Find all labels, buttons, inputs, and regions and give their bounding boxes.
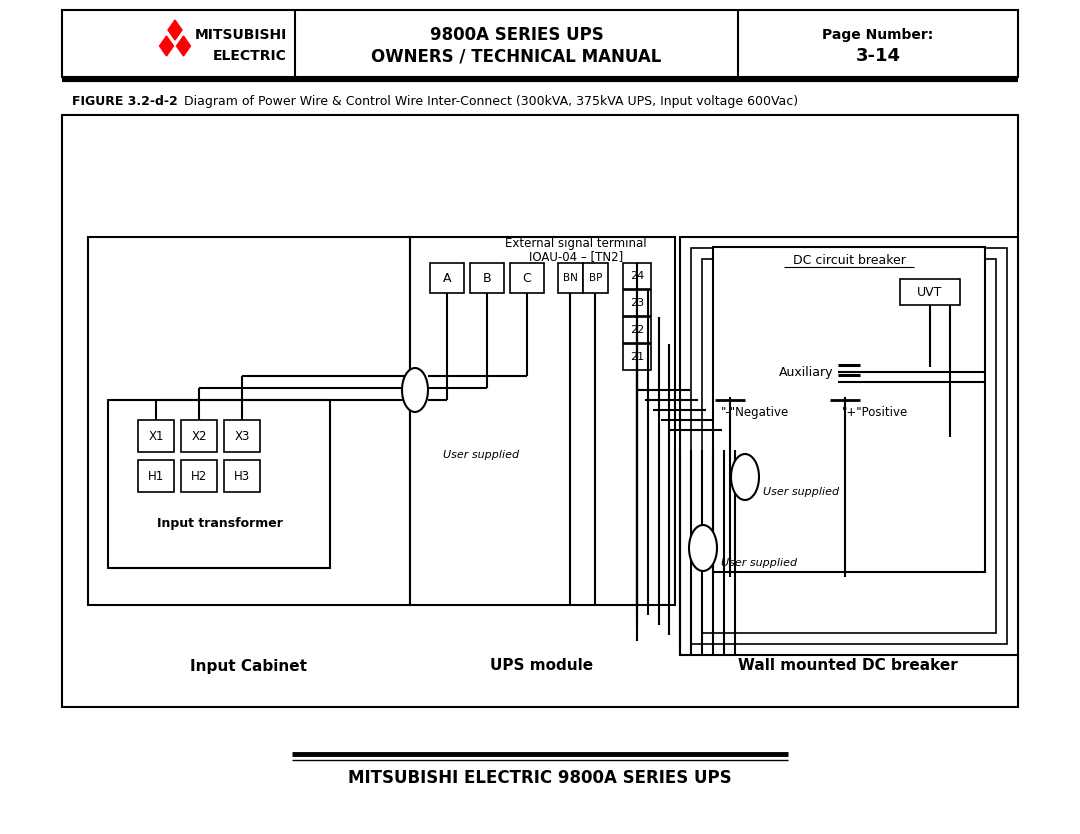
Text: User supplied: User supplied xyxy=(443,450,519,460)
Bar xyxy=(623,263,651,289)
Text: H2: H2 xyxy=(191,470,207,483)
Text: BP: BP xyxy=(589,273,603,283)
Polygon shape xyxy=(160,36,174,56)
Bar xyxy=(713,247,985,572)
Bar xyxy=(87,237,410,605)
Text: A: A xyxy=(443,272,451,284)
Text: UPS module: UPS module xyxy=(490,659,594,674)
Text: 9800A SERIES UPS: 9800A SERIES UPS xyxy=(430,26,604,44)
Bar xyxy=(470,263,504,293)
Bar xyxy=(62,10,1018,77)
Text: 23: 23 xyxy=(630,298,644,308)
Bar xyxy=(181,420,217,452)
Text: 22: 22 xyxy=(630,325,644,335)
Text: H3: H3 xyxy=(234,470,251,483)
Text: X2: X2 xyxy=(191,430,206,443)
Bar xyxy=(430,263,464,293)
Text: C: C xyxy=(523,272,531,284)
Text: DC circuit breaker: DC circuit breaker xyxy=(793,254,905,267)
Polygon shape xyxy=(168,20,183,40)
Text: Auxiliary: Auxiliary xyxy=(779,365,833,379)
Text: 21: 21 xyxy=(630,352,644,362)
Text: "+"Positive: "+"Positive xyxy=(842,405,908,419)
Bar xyxy=(138,460,174,492)
Bar xyxy=(181,460,217,492)
Text: External signal terminal: External signal terminal xyxy=(505,237,647,249)
Text: X1: X1 xyxy=(148,430,164,443)
Bar xyxy=(900,279,960,305)
Text: 24: 24 xyxy=(630,271,644,281)
Bar xyxy=(62,115,1018,707)
Bar xyxy=(138,420,174,452)
Text: MITSUBISHI ELECTRIC 9800A SERIES UPS: MITSUBISHI ELECTRIC 9800A SERIES UPS xyxy=(348,769,732,787)
Text: FIGURE 3.2-d-2: FIGURE 3.2-d-2 xyxy=(72,94,178,108)
Text: "-"Negative: "-"Negative xyxy=(720,405,789,419)
Text: Page Number:: Page Number: xyxy=(822,28,933,42)
Text: Input Cabinet: Input Cabinet xyxy=(189,659,307,674)
Text: Input transformer: Input transformer xyxy=(157,518,283,530)
Bar xyxy=(702,259,996,633)
Bar xyxy=(558,263,583,293)
Text: Wall mounted DC breaker: Wall mounted DC breaker xyxy=(738,659,958,674)
Text: 3-14: 3-14 xyxy=(855,47,901,65)
Text: User supplied: User supplied xyxy=(721,558,797,568)
Ellipse shape xyxy=(731,454,759,500)
Text: H1: H1 xyxy=(148,470,164,483)
Ellipse shape xyxy=(689,525,717,571)
Text: B: B xyxy=(483,272,491,284)
Bar xyxy=(108,400,330,568)
Text: ELECTRIC: ELECTRIC xyxy=(213,49,287,63)
Text: User supplied: User supplied xyxy=(762,487,839,497)
Bar xyxy=(623,344,651,370)
Bar xyxy=(691,248,1007,644)
Text: BN: BN xyxy=(563,273,578,283)
Text: IOAU-04 – [TN2]: IOAU-04 – [TN2] xyxy=(529,250,623,264)
Bar xyxy=(510,263,544,293)
Bar xyxy=(623,290,651,316)
Text: X3: X3 xyxy=(234,430,249,443)
Ellipse shape xyxy=(402,368,428,412)
Bar xyxy=(583,263,608,293)
Bar xyxy=(410,237,675,605)
Bar xyxy=(623,317,651,343)
Text: MITSUBISHI: MITSUBISHI xyxy=(194,28,287,42)
Text: UVT: UVT xyxy=(917,285,943,299)
Polygon shape xyxy=(176,36,190,56)
Bar xyxy=(224,460,260,492)
Bar xyxy=(680,237,1018,655)
Text: Diagram of Power Wire & Control Wire Inter-Connect (300kVA, 375kVA UPS, Input vo: Diagram of Power Wire & Control Wire Int… xyxy=(172,94,798,108)
Text: OWNERS / TECHNICAL MANUAL: OWNERS / TECHNICAL MANUAL xyxy=(372,47,662,65)
Bar xyxy=(224,420,260,452)
